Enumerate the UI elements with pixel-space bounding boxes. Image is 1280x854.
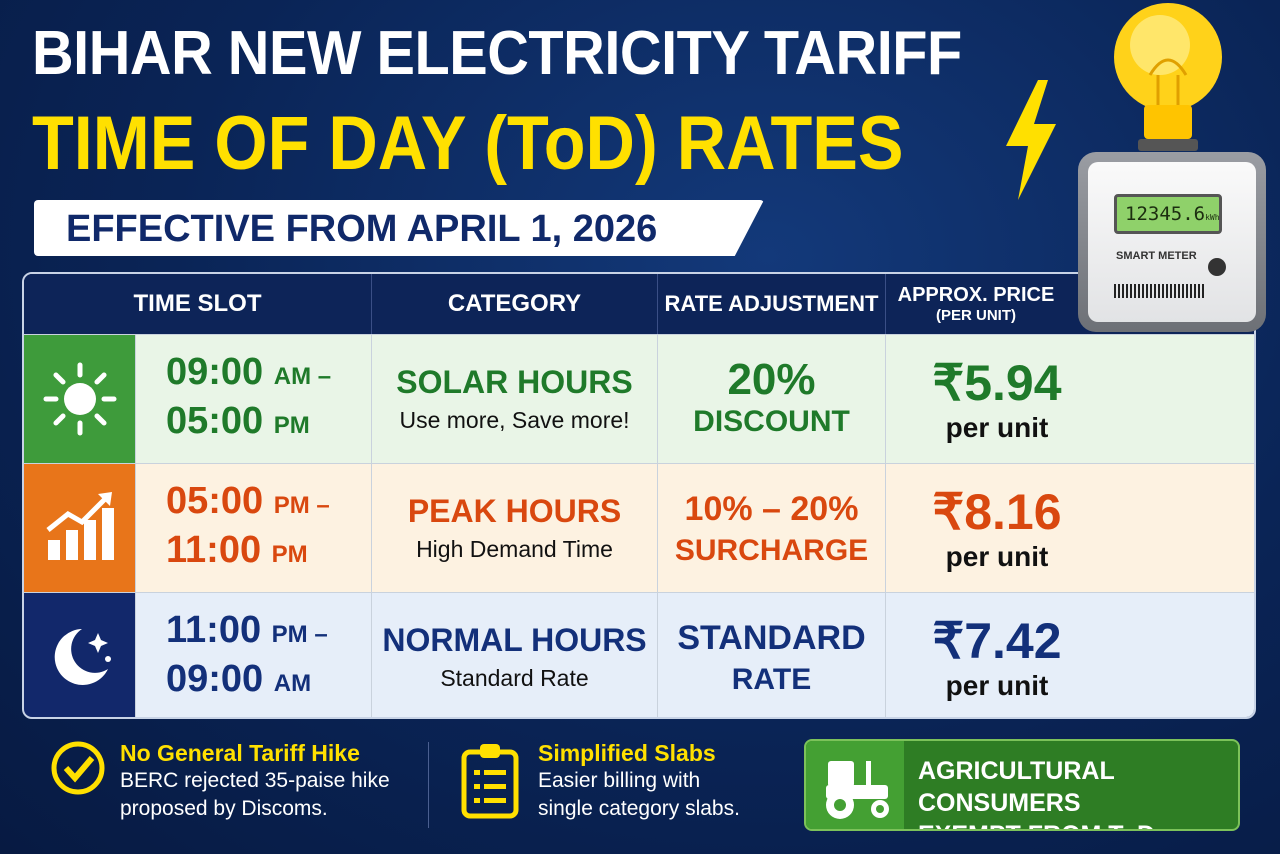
header-time-slot: TIME SLOT <box>24 274 372 334</box>
light-bulb-icon <box>1114 3 1222 151</box>
table-header: TIME SLOT CATEGORY RATE ADJUSTMENT APPRO… <box>24 274 1254 334</box>
adjustment-value: 10% – 20% <box>684 490 859 528</box>
price-value: ₹7.42 <box>932 613 1062 669</box>
price: ₹7.42 per unit <box>886 593 1108 717</box>
price-unit: per unit <box>945 670 1049 701</box>
start-time: 09:00 <box>166 351 264 393</box>
adjustment-value: STANDARD <box>677 619 866 657</box>
note-text: BERC rejected 35-paise hike <box>120 769 390 792</box>
title-line-1: BIHAR NEW ELECTRICITY TARIFF <box>32 19 962 88</box>
start-time: 11:00 <box>166 609 262 651</box>
note-text: single category slabs. <box>538 797 740 820</box>
meter-display: 12345.6kWh <box>1114 194 1222 234</box>
sun-icon <box>24 335 136 463</box>
note-title: No General Tariff Hike <box>120 740 360 766</box>
adjustment-type: RATE <box>731 663 812 696</box>
price: ₹8.16 per unit <box>886 464 1108 592</box>
header-price-label: APPROX. PRICE <box>897 284 1055 306</box>
header-rate-adjustment: RATE ADJUSTMENT <box>658 274 886 334</box>
clipboard-icon <box>461 744 519 819</box>
table-row: 05:00 PM – 11:00 PM PEAK HOURS High Deman… <box>24 463 1254 592</box>
header-price-sub: (PER UNIT) <box>936 307 1016 324</box>
adjustment-type: DISCOUNT <box>693 405 850 438</box>
header-price: APPROX. PRICE (PER UNIT) <box>886 274 1066 334</box>
meter-button <box>1208 258 1226 276</box>
table-row: 11:00 PM – 09:00 AM NORMAL HOURS Standard… <box>24 592 1254 717</box>
rate-adjustment: 10% – 20% SURCHARGE <box>658 464 886 592</box>
price: ₹5.94 per unit <box>886 335 1108 463</box>
category-name: PEAK HOURS <box>407 493 622 529</box>
lightning-bolt-icon <box>1006 80 1056 200</box>
rate-adjustment: STANDARD RATE <box>658 593 886 717</box>
agri-line-2: EXEMPT FROM ToD TARIFF <box>918 819 1238 829</box>
tariff-table: TIME SLOT CATEGORY RATE ADJUSTMENT APPRO… <box>22 272 1256 719</box>
end-time: 09:00 <box>166 658 264 700</box>
category: SOLAR HOURS Use more, Save more! <box>372 335 658 463</box>
price-value: ₹5.94 <box>932 355 1062 411</box>
note-text: Easier billing with <box>538 769 701 792</box>
category-name: NORMAL HOURS <box>382 622 647 658</box>
end-time: 05:00 <box>166 400 264 442</box>
rate-adjustment: 20% DISCOUNT <box>658 335 886 463</box>
note-text: proposed by Discoms. <box>120 797 328 820</box>
category: PEAK HOURS High Demand Time <box>372 464 658 592</box>
end-meridiem: AM <box>273 670 312 697</box>
category-name: SOLAR HOURS <box>396 364 633 400</box>
smart-meter-image: 12345.6kWh SMART METER <box>1078 152 1266 332</box>
meter-unit: kWh <box>1205 213 1220 222</box>
adjustment-type: SURCHARGE <box>674 534 869 567</box>
rising-chart-icon <box>24 464 136 592</box>
agri-line-1: AGRICULTURAL CONSUMERS <box>918 757 1115 817</box>
no-tariff-hike-note: No General Tariff Hike BERC rejected 35-… <box>120 740 390 823</box>
time-slot: 09:00 AM – 05:00 PM <box>136 335 372 463</box>
category-subtitle: High Demand Time <box>416 536 613 562</box>
meter-label: SMART METER <box>1116 250 1197 262</box>
end-meridiem: PM <box>271 541 308 568</box>
price-unit: per unit <box>945 541 1049 572</box>
adjustment-value: 20% <box>727 355 816 404</box>
meter-reading: 12345.6 <box>1125 203 1206 225</box>
table-row: 09:00 AM – 05:00 PM SOLAR HOURS Use more,… <box>24 334 1254 463</box>
price-unit: per unit <box>945 412 1049 443</box>
title-line-2: TIME OF DAY (ToD) RATES <box>32 101 904 186</box>
barcode <box>1114 284 1204 298</box>
header-category: CATEGORY <box>372 274 658 334</box>
category-subtitle: Use more, Save more! <box>399 407 630 433</box>
effective-date-banner: EFFECTIVE FROM APRIL 1, 2026 <box>34 200 764 256</box>
tractor-icon <box>826 761 889 819</box>
agricultural-exemption-box: AGRICULTURAL CONSUMERS EXEMPT FROM ToD TA… <box>804 739 1240 831</box>
category-subtitle: Standard Rate <box>440 665 589 691</box>
price-value: ₹8.16 <box>932 484 1062 540</box>
start-meridiem: PM – <box>271 621 328 648</box>
category: NORMAL HOURS Standard Rate <box>372 593 658 717</box>
note-title: Simplified Slabs <box>538 740 716 766</box>
simplified-slabs-note: Simplified Slabs Easier billing with sin… <box>538 740 740 823</box>
end-time: 11:00 <box>166 529 262 571</box>
time-slot: 05:00 PM – 11:00 PM <box>136 464 372 592</box>
time-slot: 11:00 PM – 09:00 AM <box>136 593 372 717</box>
effective-date: EFFECTIVE FROM APRIL 1, 2026 <box>66 208 658 250</box>
end-meridiem: PM <box>273 412 310 439</box>
divider <box>428 742 429 828</box>
moon-stars-icon <box>24 593 136 717</box>
start-time: 05:00 <box>166 480 264 522</box>
start-meridiem: AM – <box>273 363 332 390</box>
start-meridiem: PM – <box>273 492 330 519</box>
check-circle-icon <box>51 741 105 795</box>
